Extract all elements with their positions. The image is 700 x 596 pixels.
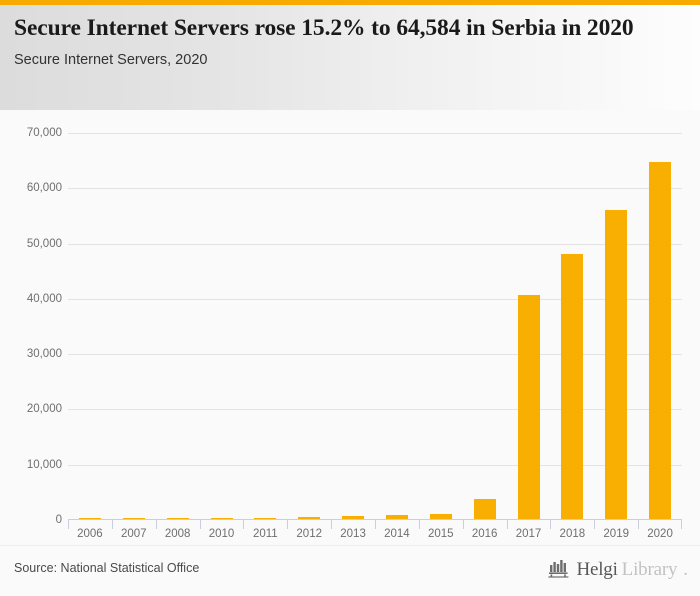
y-axis-tick-label: 40,000 <box>26 292 62 305</box>
y-axis-tick-label: 70,000 <box>26 127 62 139</box>
gridline <box>68 243 682 245</box>
x-axis-tick <box>638 520 640 529</box>
bar-2014[interactable] <box>385 515 408 519</box>
accent-top-rule <box>0 0 700 5</box>
x-axis-tick-label: 2019 <box>603 528 629 540</box>
x-axis-tick-label: 2013 <box>340 528 366 540</box>
x-axis-tick <box>594 520 596 529</box>
x-axis-tick <box>199 520 201 529</box>
chart-header: Secure Internet Servers rose 15.2% to 64… <box>0 5 700 110</box>
x-axis-tick <box>681 520 682 529</box>
bar-2006[interactable] <box>78 517 101 519</box>
x-axis-tick <box>287 520 289 529</box>
bar-2007[interactable] <box>122 517 145 519</box>
x-axis-tick <box>68 520 69 529</box>
x-axis-tick <box>243 520 245 529</box>
bar-2010[interactable] <box>210 517 233 519</box>
x-axis-tick-label: 2020 <box>647 528 673 540</box>
x-axis-tick <box>550 520 552 529</box>
y-axis-tick-label: 60,000 <box>26 182 62 195</box>
x-axis-tick <box>155 520 157 529</box>
x-axis-tick-label: 2018 <box>559 528 586 540</box>
helgi-library-logo[interactable]: Helgi Library . <box>548 557 688 583</box>
bar-2013[interactable] <box>342 516 365 519</box>
x-axis-tick-label: 2008 <box>164 528 191 540</box>
source-note: Source: National Statistical Office <box>14 561 200 575</box>
bar-2016[interactable] <box>473 498 496 519</box>
x-axis-tick-label: 2015 <box>427 528 454 540</box>
gridline <box>68 409 682 411</box>
y-axis-tick-label: 20,000 <box>26 403 62 416</box>
gridline <box>68 133 682 134</box>
x-axis-tick-label: 2016 <box>471 528 498 540</box>
bar-series <box>68 133 682 520</box>
page-title: Secure Internet Servers rose 15.2% to 64… <box>14 15 634 41</box>
x-axis-tick <box>375 520 376 529</box>
x-axis-tick-label: 2014 <box>384 528 410 540</box>
y-axis-tick-label: 0 <box>55 514 62 526</box>
x-axis-tick <box>418 520 420 529</box>
x-axis-tick-label: 2012 <box>296 528 322 540</box>
x-axis-tick-label: 2011 <box>252 528 278 540</box>
gridline <box>68 464 682 466</box>
bar-2012[interactable] <box>298 517 321 519</box>
bar-2011[interactable] <box>254 517 277 519</box>
bar-2018[interactable] <box>561 253 584 519</box>
logo-text-helgi: Helgi <box>576 559 618 580</box>
chart-subtitle: Secure Internet Servers, 2020 <box>14 52 208 69</box>
x-axis-tick-label: 2007 <box>120 528 147 540</box>
logo-text-library: Library <box>621 559 678 580</box>
chart-plot-area: 0 10,000 20,000 30,000 40,000 50,000 60,000 70,… <box>0 110 700 545</box>
footer-divider <box>0 545 700 546</box>
bar-2017[interactable] <box>517 294 540 519</box>
bar-2020[interactable] <box>649 161 672 519</box>
x-axis-tick-label: 2006 <box>77 528 103 540</box>
x-axis-tick <box>331 520 333 529</box>
y-axis-tick-label: 10,000 <box>26 458 62 471</box>
chart-footer: Source: National Statistical Office Helg… <box>0 545 700 596</box>
y-axis-tick-label: 30,000 <box>26 348 62 361</box>
x-axis-tick-label: 2017 <box>515 528 542 540</box>
x-axis-line <box>68 519 682 520</box>
bar-2015[interactable] <box>429 514 452 519</box>
y-axis-labels: 0 10,000 20,000 30,000 40,000 50,000 60,000 70,… <box>0 127 62 526</box>
gridline <box>68 354 682 356</box>
logo-text-dot: . <box>683 559 688 580</box>
gridline <box>68 188 682 190</box>
y-axis-tick-label: 50,000 <box>26 237 62 250</box>
plot-canvas <box>68 133 682 520</box>
x-axis-labels: 2006 2007 2008 2010 2011 2012 2013 2014 2015 2016… <box>68 520 682 548</box>
x-axis-tick <box>111 520 113 529</box>
x-axis-tick-label: 2010 <box>208 528 235 540</box>
x-axis-tick <box>506 520 508 529</box>
bar-chart-building-icon <box>548 558 570 583</box>
gridline <box>68 298 682 300</box>
bar-2019[interactable] <box>605 209 628 519</box>
bar-2008[interactable] <box>166 517 189 519</box>
x-axis-tick <box>462 520 464 529</box>
